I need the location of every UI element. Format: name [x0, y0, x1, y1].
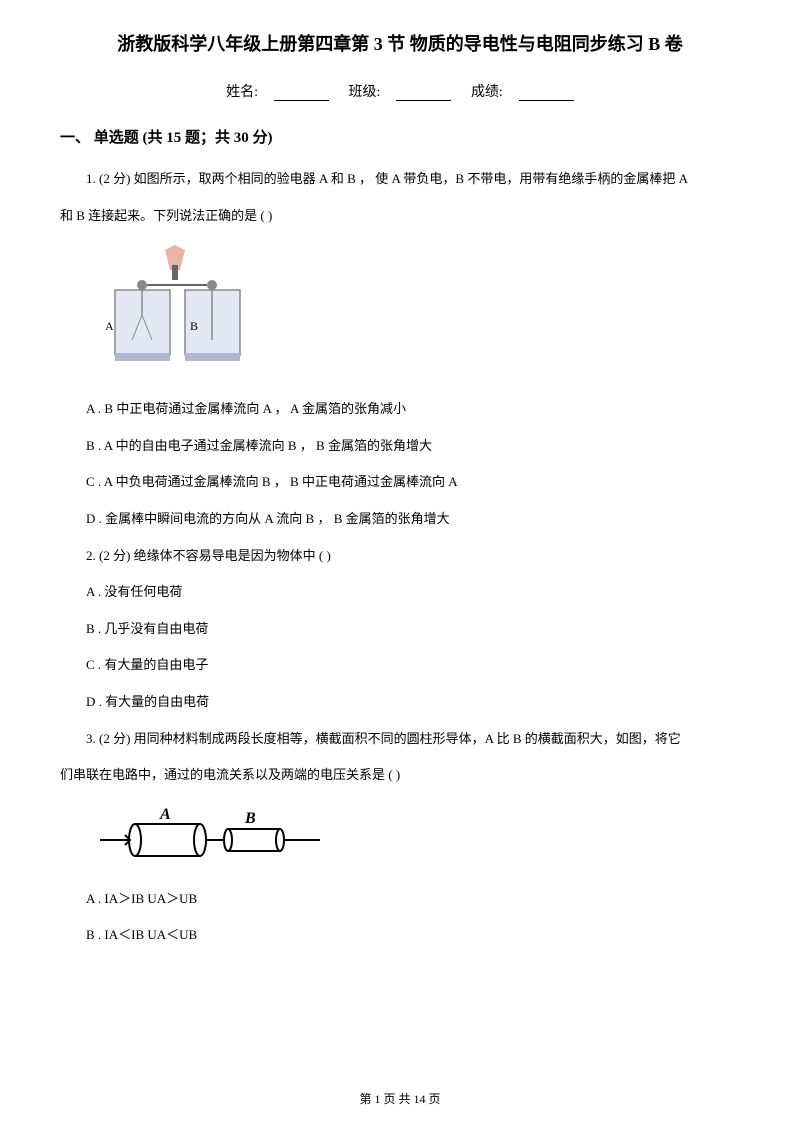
- conductor-icon: A B: [100, 805, 320, 865]
- q2-text: 2. (2 分) 绝缘体不容易导电是因为物体中 ( ): [60, 542, 740, 571]
- score-label: 成绩:: [471, 85, 503, 100]
- electroscope-icon: A B: [100, 245, 260, 375]
- q1-figure: A B: [100, 245, 740, 380]
- q2-option-d: D . 有大量的自由电荷: [60, 688, 740, 717]
- page-footer: 第 1 页 共 14 页: [0, 1090, 800, 1107]
- q3-option-b: B . IA＜IB UA＜UB: [60, 921, 740, 950]
- q1-option-d: D . 金属棒中瞬间电流的方向从 A 流向 B ， B 金属箔的张角增大: [60, 505, 740, 534]
- section-header: 一、 单选题 (共 15 题；共 30 分): [60, 126, 740, 147]
- q2-option-a: A . 没有任何电荷: [60, 578, 740, 607]
- name-label: 姓名:: [226, 85, 258, 100]
- q3-text-continued: 们串联在电路中，通过的电流关系以及两端的电压关系是 ( ): [60, 761, 740, 790]
- q3-figure: A B: [100, 805, 740, 870]
- class-label: 班级:: [349, 85, 381, 100]
- class-blank: [396, 85, 451, 101]
- q1-option-c: C . A 中负电荷通过金属棒流向 B ， B 中正电荷通过金属棒流向 A: [60, 468, 740, 497]
- score-blank: [519, 85, 574, 101]
- q2-option-c: C . 有大量的自由电子: [60, 651, 740, 680]
- svg-text:A: A: [159, 806, 171, 823]
- q1-text-continued: 和 B 连接起来。下列说法正确的是 ( ): [60, 202, 740, 231]
- q3-text: 3. (2 分) 用同种材料制成两段长度相等，横截面积不同的圆柱形导体，A 比 …: [60, 725, 740, 754]
- q1-option-a: A . B 中正电荷通过金属棒流向 A ， A 金属箔的张角减小: [60, 395, 740, 424]
- q2-option-b: B . 几乎没有自由电荷: [60, 615, 740, 644]
- svg-text:A: A: [105, 319, 114, 333]
- exam-title: 浙教版科学八年级上册第四章第 3 节 物质的导电性与电阻同步练习 B 卷: [60, 30, 740, 56]
- q1-option-b: B . A 中的自由电子通过金属棒流向 B ， B 金属箔的张角增大: [60, 432, 740, 461]
- name-blank: [274, 85, 329, 101]
- q1-text: 1. (2 分) 如图所示，取两个相同的验电器 A 和 B ， 使 A 带负电，…: [60, 165, 740, 194]
- student-info-line: 姓名: 班级: 成绩:: [60, 81, 740, 101]
- svg-text:B: B: [244, 810, 256, 827]
- q3-option-a: A . IA＞IB UA＞UB: [60, 885, 740, 914]
- svg-text:B: B: [190, 319, 198, 333]
